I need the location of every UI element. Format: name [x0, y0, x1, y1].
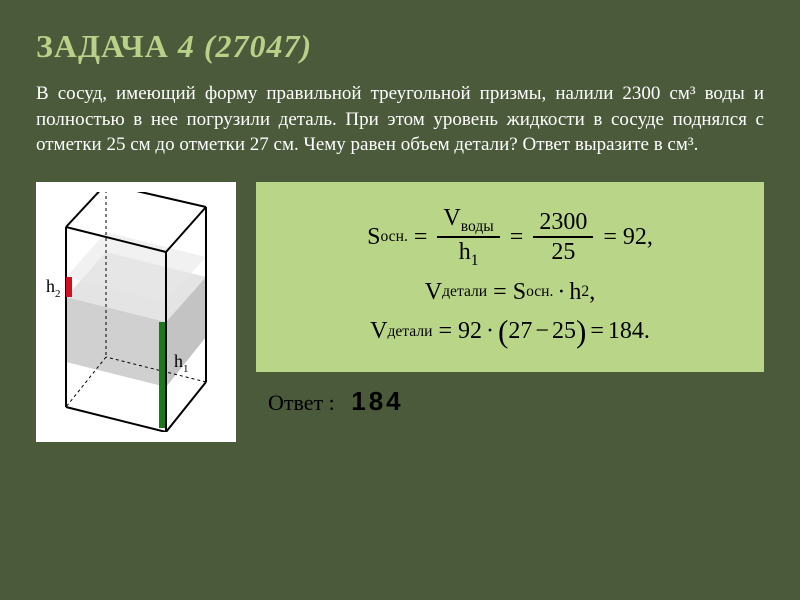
val: 27: [508, 318, 532, 345]
op: −: [535, 318, 549, 345]
title-word: ЗАДАЧА: [36, 28, 169, 64]
sub: осн.: [526, 283, 553, 301]
punct: ,: [589, 279, 595, 306]
formulas-column: Sосн. = Vводы h1 = 2300 25 = 92, Vдетали…: [256, 182, 764, 442]
content-row: h2 h1 Sосн. = Vводы h1 = 2300 25 =: [36, 182, 764, 442]
answer-label: Ответ :: [268, 390, 335, 415]
sym: V: [443, 205, 460, 231]
problem-title: ЗАДАЧА 4 (27047): [36, 28, 764, 65]
val: 92: [458, 318, 482, 345]
edge: [66, 192, 106, 227]
sub: осн.: [381, 228, 408, 246]
val: 92,: [623, 224, 653, 251]
title-number: 4 (27047): [178, 28, 312, 64]
paren: (: [498, 314, 508, 350]
sub: 2: [581, 283, 589, 301]
val: 184.: [608, 318, 650, 345]
fraction: Vводы h1: [437, 204, 499, 271]
eq: =: [590, 318, 604, 345]
formula-line-3: Vдетали = 92 · ( 27 − 25 ) = 184.: [274, 314, 746, 350]
sym: S: [367, 224, 380, 251]
eq: =: [493, 279, 507, 306]
prism-diagram: h2 h1: [36, 182, 236, 442]
sym: V: [370, 318, 387, 345]
edge: [166, 382, 206, 432]
answer-line: Ответ : 184: [256, 386, 764, 417]
edge: [106, 192, 206, 207]
sub: детали: [442, 283, 487, 301]
sub: детали: [387, 323, 432, 341]
formula-box: Sосн. = Vводы h1 = 2300 25 = 92, Vдетали…: [256, 182, 764, 372]
problem-text: В сосуд, имеющий форму правильной треуго…: [36, 81, 764, 158]
paren: ): [576, 314, 586, 350]
h2-label: h2: [46, 276, 61, 300]
sub: воды: [461, 218, 494, 235]
eq: =: [414, 224, 428, 251]
sub: 1: [471, 252, 479, 269]
sym: h: [569, 279, 581, 306]
val: 25: [545, 238, 581, 267]
prism-svg: h2 h1: [46, 192, 226, 432]
sym: S: [513, 279, 526, 306]
eq: =: [510, 224, 524, 251]
sym: h: [459, 239, 471, 265]
eq: =: [603, 224, 617, 251]
eq: =: [438, 318, 452, 345]
val: 2300: [533, 208, 593, 239]
fraction: 2300 25: [533, 208, 593, 268]
op: ·: [486, 318, 494, 345]
answer-value: 184: [351, 386, 403, 416]
edge: [66, 407, 166, 432]
sym: V: [425, 279, 442, 306]
formula-line-1: Sосн. = Vводы h1 = 2300 25 = 92,: [274, 204, 746, 271]
op: ·: [557, 279, 565, 306]
val: 25: [552, 318, 576, 345]
edge: [166, 207, 206, 252]
formula-line-2: Vдетали = Sосн. · h2 ,: [274, 279, 746, 306]
